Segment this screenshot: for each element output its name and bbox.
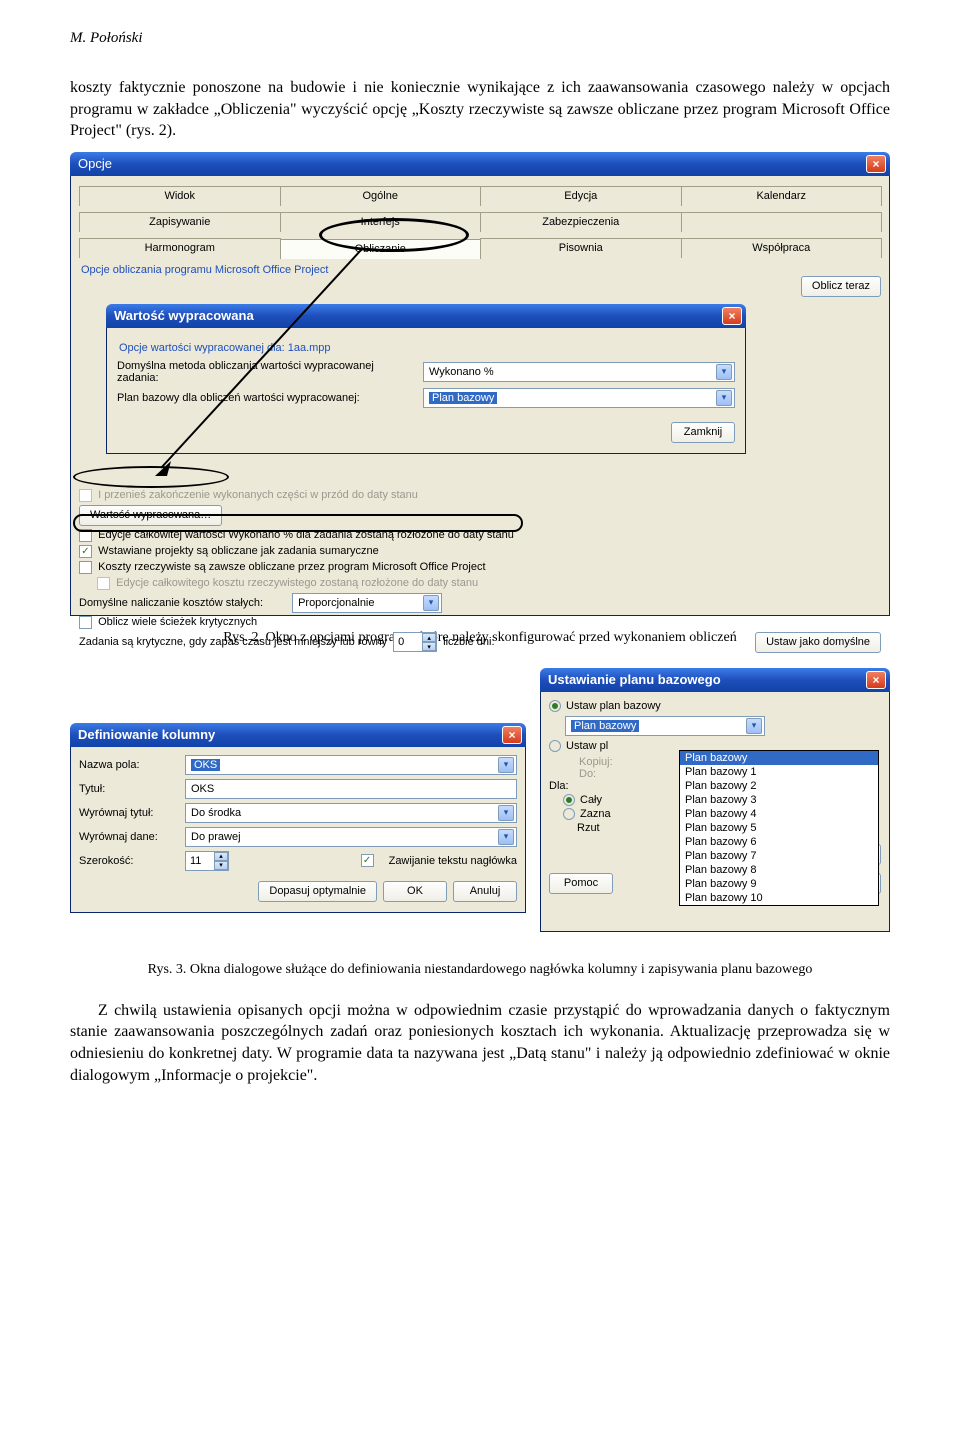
tab-kalendarz[interactable]: Kalendarz: [681, 186, 883, 206]
ok-button[interactable]: OK: [383, 881, 447, 902]
radio[interactable]: [549, 700, 561, 712]
chevron-down-icon: ▾: [746, 718, 762, 734]
inner-caption: Opcje wartości wypracowanej dla: 1aa.mpp: [117, 336, 735, 356]
chevron-down-icon: ▾: [423, 595, 439, 611]
tab-empty: [681, 212, 883, 232]
dropdown-item[interactable]: Plan bazowy 9: [680, 877, 878, 891]
chevron-down-icon: ▾: [498, 757, 514, 773]
dropdown-item[interactable]: Plan bazowy 8: [680, 863, 878, 877]
checkbox: [79, 489, 92, 502]
close-icon[interactable]: ×: [866, 671, 886, 689]
dropdown-item[interactable]: Plan bazowy 7: [680, 849, 878, 863]
metoda-label: Domyślna metoda obliczania wartości wypr…: [117, 360, 417, 384]
zapas-spinner[interactable]: 0▴▾: [393, 632, 437, 652]
wartosc-wypracowana-button[interactable]: Wartość wypracowana…: [79, 505, 222, 526]
dropdown-item[interactable]: Plan bazowy 4: [680, 807, 878, 821]
dropdown-item[interactable]: Plan bazowy 1: [680, 765, 878, 779]
plan-dropdown-list[interactable]: Plan bazowyPlan bazowy 1Plan bazowy 2Pla…: [679, 750, 879, 906]
tab-edycja[interactable]: Edycja: [480, 186, 682, 206]
paragraph-2: Z chwilą ustawienia opisanych opcji możn…: [70, 1000, 890, 1086]
tytul-input[interactable]: OKS: [185, 779, 517, 799]
radio[interactable]: [549, 740, 561, 752]
figure-3-caption: Rys. 3. Okna dialogowe służące do defini…: [70, 962, 890, 978]
tab-zabezpieczenia[interactable]: Zabezpieczenia: [480, 212, 682, 232]
defcol-dialog: Definiowanie kolumny × Nazwa pola:OKS▾ T…: [70, 723, 526, 913]
paragraph-1: koszty faktycznie ponoszone na budowie i…: [70, 77, 890, 142]
tabs-row-3: HarmonogramObliczaniePisowniaWspółpraca: [79, 238, 881, 258]
close-icon[interactable]: ×: [866, 155, 886, 173]
checkbox[interactable]: ✓: [361, 854, 374, 867]
dropdown-item[interactable]: Plan bazowy 5: [680, 821, 878, 835]
pomoc-button[interactable]: Pomoc: [549, 873, 613, 894]
chevron-down-icon: ▾: [498, 829, 514, 845]
tabs-row-1: WidokOgólneEdycjaKalendarz: [79, 186, 881, 206]
figure-3: Definiowanie kolumny × Nazwa pola:OKS▾ T…: [70, 668, 890, 948]
dropdown-item[interactable]: Plan bazowy: [680, 751, 878, 765]
plan-combo[interactable]: Plan bazowy▾: [423, 388, 735, 408]
close-icon[interactable]: ×: [502, 726, 522, 744]
dropdown-item[interactable]: Plan bazowy 2: [680, 779, 878, 793]
zamknij-button[interactable]: Zamknij: [671, 422, 735, 443]
inner-titlebar: Wartość wypracowana ×: [106, 304, 746, 328]
opcje-title: Opcje: [78, 156, 112, 171]
dropdown-item[interactable]: Plan bazowy 3: [680, 793, 878, 807]
chevron-down-icon: ▾: [716, 390, 732, 406]
nazwa-combo[interactable]: OKS▾: [185, 755, 517, 775]
checkbox[interactable]: [79, 529, 92, 542]
baseline-titlebar: Ustawianie planu bazowego ×: [540, 668, 890, 692]
wartosc-wypracowana-dialog: Wartość wypracowana × Opcje wartości wyp…: [106, 304, 746, 454]
chevron-down-icon: ▾: [716, 364, 732, 380]
szerokosc-spinner[interactable]: 11▴▾: [185, 851, 229, 871]
radio[interactable]: [563, 794, 575, 806]
inner-title: Wartość wypracowana: [114, 308, 254, 323]
tab-obliczanie[interactable]: Obliczanie: [280, 239, 482, 259]
tab-harmonogram[interactable]: Harmonogram: [79, 238, 281, 258]
checkbox[interactable]: [79, 616, 92, 629]
chevron-down-icon: ▾: [498, 805, 514, 821]
wyrownaj-dane-combo[interactable]: Do prawej▾: [185, 827, 517, 847]
tab-interfejs[interactable]: Interfejs: [280, 212, 482, 232]
tab-ogólne[interactable]: Ogólne: [280, 186, 482, 206]
close-icon[interactable]: ×: [722, 307, 742, 325]
dropdown-item[interactable]: Plan bazowy 6: [680, 835, 878, 849]
tab-zapisywanie[interactable]: Zapisywanie: [79, 212, 281, 232]
opcje-section-caption: Opcje obliczania programu Microsoft Offi…: [79, 258, 881, 278]
anuluj-button[interactable]: Anuluj: [453, 881, 517, 902]
lower-options: I przenieś zakończenie wykonanych części…: [79, 489, 881, 653]
tab-pisownia[interactable]: Pisownia: [480, 238, 682, 258]
dopasuj-button[interactable]: Dopasuj optymalnie: [258, 881, 377, 902]
wyrownaj-tytul-combo[interactable]: Do środka▾: [185, 803, 517, 823]
tab-współpraca[interactable]: Współpraca: [681, 238, 883, 258]
author-header: M. Połoński: [70, 30, 890, 47]
ustaw-domyslne-button[interactable]: Ustaw jako domyślne: [755, 632, 881, 653]
defcol-title: Definiowanie kolumny: [78, 727, 215, 742]
tab-widok[interactable]: Widok: [79, 186, 281, 206]
opcje-titlebar: Opcje ×: [70, 152, 890, 176]
plan-label: Plan bazowy dla obliczeń wartości wyprac…: [117, 392, 417, 404]
plan-select[interactable]: Plan bazowy▾: [565, 716, 765, 736]
opcje-window: Opcje × WidokOgólneEdycjaKalendarz Zapis…: [70, 152, 890, 616]
metoda-combo[interactable]: Wykonano %▾: [423, 362, 735, 382]
baseline-dialog: Ustawianie planu bazowego × Ustaw plan b…: [540, 668, 890, 932]
dropdown-item[interactable]: Plan bazowy 10: [680, 891, 878, 905]
checkbox[interactable]: ✓: [79, 545, 92, 558]
checkbox: [97, 577, 110, 590]
tabs-row-2: ZapisywanieInterfejsZabezpieczenia: [79, 212, 881, 232]
radio[interactable]: [563, 808, 575, 820]
oblicz-teraz-button[interactable]: Oblicz teraz: [801, 276, 881, 297]
defcol-titlebar: Definiowanie kolumny ×: [70, 723, 526, 747]
baseline-title: Ustawianie planu bazowego: [548, 672, 721, 687]
checkbox[interactable]: [79, 561, 92, 574]
naliczanie-combo[interactable]: Proporcjonalnie▾: [292, 593, 442, 613]
